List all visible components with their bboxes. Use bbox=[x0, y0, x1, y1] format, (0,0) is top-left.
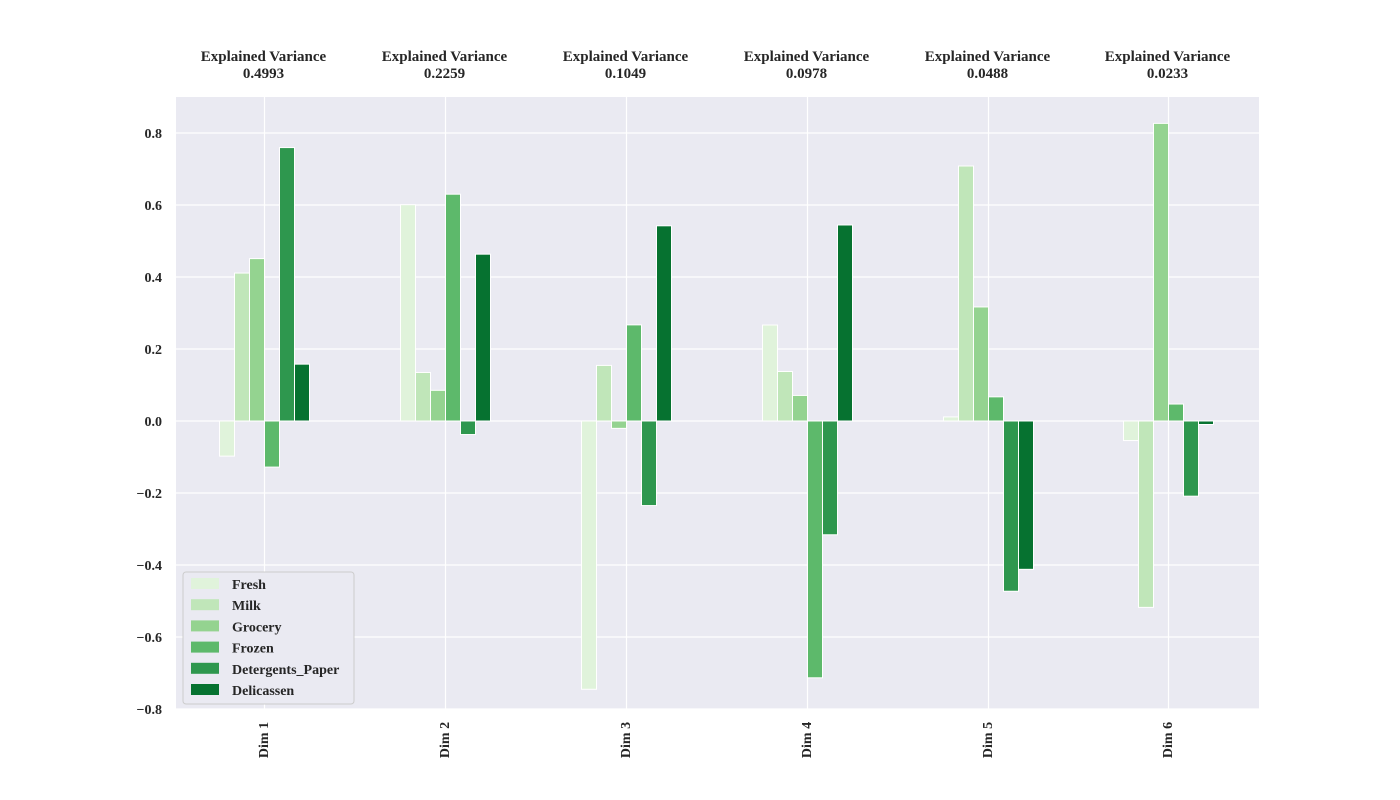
bar-frozen-dim-3 bbox=[626, 324, 642, 422]
bar-detergents-paper-dim-2 bbox=[460, 420, 476, 436]
explained-variance-title: Explained Variance bbox=[744, 49, 870, 65]
legend-swatch-milk bbox=[191, 599, 219, 611]
bar-fresh-dim-2 bbox=[400, 204, 416, 422]
bar-frozen-dim-5 bbox=[988, 396, 1004, 422]
bar-frozen-dim-4 bbox=[807, 420, 823, 679]
y-tick-label: −0.6 bbox=[137, 631, 162, 646]
explained-variance-value: 0.0978 bbox=[786, 66, 827, 82]
bar-frozen-dim-6 bbox=[1168, 403, 1184, 422]
explained-variance-value: 0.1049 bbox=[605, 66, 646, 82]
y-tick-labels: −0.8 −0.6 −0.4 −0.2 0.0 0.2 0.4 0.6 0.8 bbox=[137, 127, 162, 718]
bar-delicassen-dim-5 bbox=[1018, 420, 1034, 570]
bar-detergents-paper-dim-3 bbox=[641, 420, 657, 507]
x-tick-label-dim-1: Dim 1 bbox=[257, 722, 272, 758]
bar-detergents-paper-dim-6 bbox=[1183, 420, 1199, 497]
y-tick-label: −0.4 bbox=[137, 559, 162, 574]
y-tick-label: −0.8 bbox=[137, 703, 162, 718]
bar-delicassen-dim-3 bbox=[656, 225, 672, 422]
bar-grocery-dim-6 bbox=[1153, 122, 1169, 422]
bar-delicassen-dim-6 bbox=[1198, 420, 1214, 425]
legend-label-milk: Milk bbox=[232, 599, 261, 614]
legend-label-fresh: Fresh bbox=[232, 578, 266, 593]
explained-variance-value: 0.0488 bbox=[967, 66, 1008, 82]
x-tick-label-dim-5: Dim 5 bbox=[981, 722, 996, 758]
bar-detergents-paper-dim-5 bbox=[1003, 420, 1019, 592]
legend-swatch-grocery bbox=[191, 620, 219, 632]
bar-grocery-dim-4 bbox=[792, 394, 808, 422]
explained-variance-value: 0.2259 bbox=[424, 66, 465, 82]
bar-milk-dim-5 bbox=[958, 165, 974, 422]
legend-box bbox=[182, 571, 355, 705]
bar-grocery-dim-2 bbox=[430, 389, 446, 422]
legend-swatch-delicassen bbox=[191, 684, 219, 695]
x-tick-label-dim-3: Dim 3 bbox=[619, 722, 634, 758]
explained-variance-value: 0.4993 bbox=[243, 66, 284, 82]
explained-variance-title: Explained Variance bbox=[201, 49, 327, 65]
bar-frozen-dim-1 bbox=[264, 420, 280, 468]
explained-variance-value: 0.0233 bbox=[1147, 66, 1188, 82]
bar-fresh-dim-1 bbox=[219, 420, 235, 457]
bar-fresh-dim-4 bbox=[762, 324, 778, 422]
bar-milk-dim-6 bbox=[1138, 420, 1154, 608]
bar-delicassen-dim-1 bbox=[294, 363, 310, 422]
legend-swatch-fresh bbox=[191, 578, 219, 589]
bar-grocery-dim-3 bbox=[611, 420, 627, 429]
bar-milk-dim-2 bbox=[415, 371, 431, 422]
legend-label-detergents-paper: Detergents_Paper bbox=[232, 663, 339, 678]
legend-swatch-frozen bbox=[191, 641, 219, 653]
explained-variance-title: Explained Variance bbox=[1105, 49, 1231, 65]
x-tick-label-dim-6: Dim 6 bbox=[1161, 722, 1176, 758]
x-tick-label-dim-4: Dim 4 bbox=[800, 722, 815, 758]
bar-frozen-dim-2 bbox=[445, 193, 461, 422]
bar-grocery-dim-1 bbox=[249, 258, 265, 422]
explained-variance-title: Explained Variance bbox=[382, 49, 508, 65]
legend-label-grocery: Grocery bbox=[232, 620, 282, 635]
bar-milk-dim-3 bbox=[596, 364, 612, 422]
legend: Fresh Milk Grocery Frozen Detergents_Paper De… bbox=[182, 571, 355, 705]
y-tick-label: 0.0 bbox=[145, 415, 163, 430]
bar-delicassen-dim-4 bbox=[837, 224, 853, 422]
explained-variance-title: Explained Variance bbox=[925, 49, 1051, 65]
legend-swatch-detergents-paper bbox=[191, 662, 219, 674]
bars bbox=[219, 122, 1214, 690]
bar-fresh-dim-5 bbox=[943, 416, 959, 422]
bar-delicassen-dim-2 bbox=[475, 253, 491, 422]
plot-background bbox=[176, 97, 1259, 709]
y-tick-label: 0.8 bbox=[145, 127, 163, 142]
y-tick-label: 0.4 bbox=[145, 271, 163, 286]
bar-grocery-dim-5 bbox=[973, 306, 989, 422]
bar-milk-dim-1 bbox=[234, 272, 250, 422]
bar-fresh-dim-3 bbox=[581, 420, 597, 690]
bar-milk-dim-4 bbox=[777, 371, 793, 422]
legend-label-frozen: Frozen bbox=[232, 642, 274, 657]
explained-variance-title: Explained Variance bbox=[563, 49, 689, 65]
y-tick-label: 0.2 bbox=[145, 343, 163, 358]
y-tick-label: −0.2 bbox=[137, 487, 162, 502]
y-tick-label: 0.6 bbox=[145, 199, 163, 214]
x-tick-labels: Dim 1 Dim 2 Dim 3 Dim 4 Dim 5 Dim 6 bbox=[257, 722, 1176, 758]
bar-detergents-paper-dim-4 bbox=[822, 420, 838, 536]
x-tick-label-dim-2: Dim 2 bbox=[438, 722, 453, 758]
legend-label-delicassen: Delicassen bbox=[232, 684, 294, 699]
bar-fresh-dim-6 bbox=[1123, 420, 1139, 442]
bar-detergents-paper-dim-1 bbox=[279, 147, 295, 422]
